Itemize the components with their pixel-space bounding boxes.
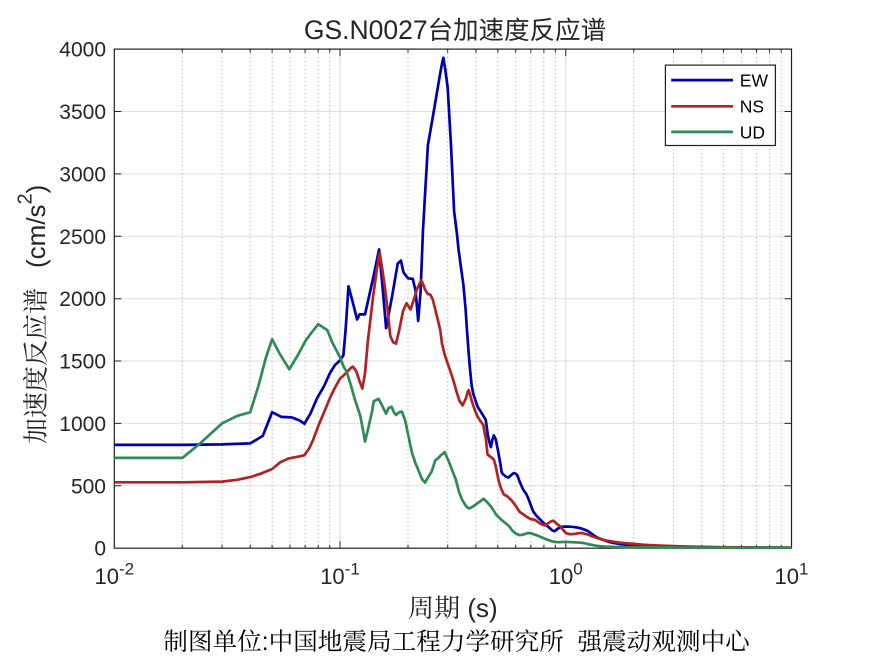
- svg-text:1: 1: [799, 560, 808, 579]
- svg-text:10: 10: [95, 564, 119, 589]
- svg-text:10: 10: [775, 564, 799, 589]
- svg-text:(s): (s): [460, 593, 498, 623]
- svg-text:-1: -1: [345, 560, 360, 579]
- svg-text:(cm/s: (cm/s: [21, 204, 51, 268]
- svg-text:4000: 4000: [59, 39, 106, 62]
- svg-text:3000: 3000: [59, 163, 106, 186]
- svg-text:): ): [21, 185, 51, 194]
- svg-text:10: 10: [549, 564, 573, 589]
- svg-text:GS.N0027: GS.N0027: [304, 15, 428, 45]
- svg-text:0: 0: [94, 538, 106, 561]
- svg-text:3500: 3500: [59, 101, 106, 124]
- svg-text:UD: UD: [740, 122, 765, 142]
- svg-text:2500: 2500: [59, 226, 106, 249]
- svg-text:NS: NS: [740, 97, 764, 117]
- svg-text:EW: EW: [740, 71, 769, 91]
- svg-text:2000: 2000: [59, 288, 106, 311]
- svg-text:-2: -2: [119, 560, 134, 579]
- svg-text::: :: [262, 629, 269, 656]
- svg-text:1000: 1000: [59, 413, 106, 436]
- svg-text:500: 500: [71, 475, 106, 498]
- svg-text:10: 10: [320, 564, 344, 589]
- svg-text:2: 2: [15, 193, 37, 204]
- svg-text:0: 0: [573, 560, 582, 579]
- svg-text:1500: 1500: [59, 351, 106, 374]
